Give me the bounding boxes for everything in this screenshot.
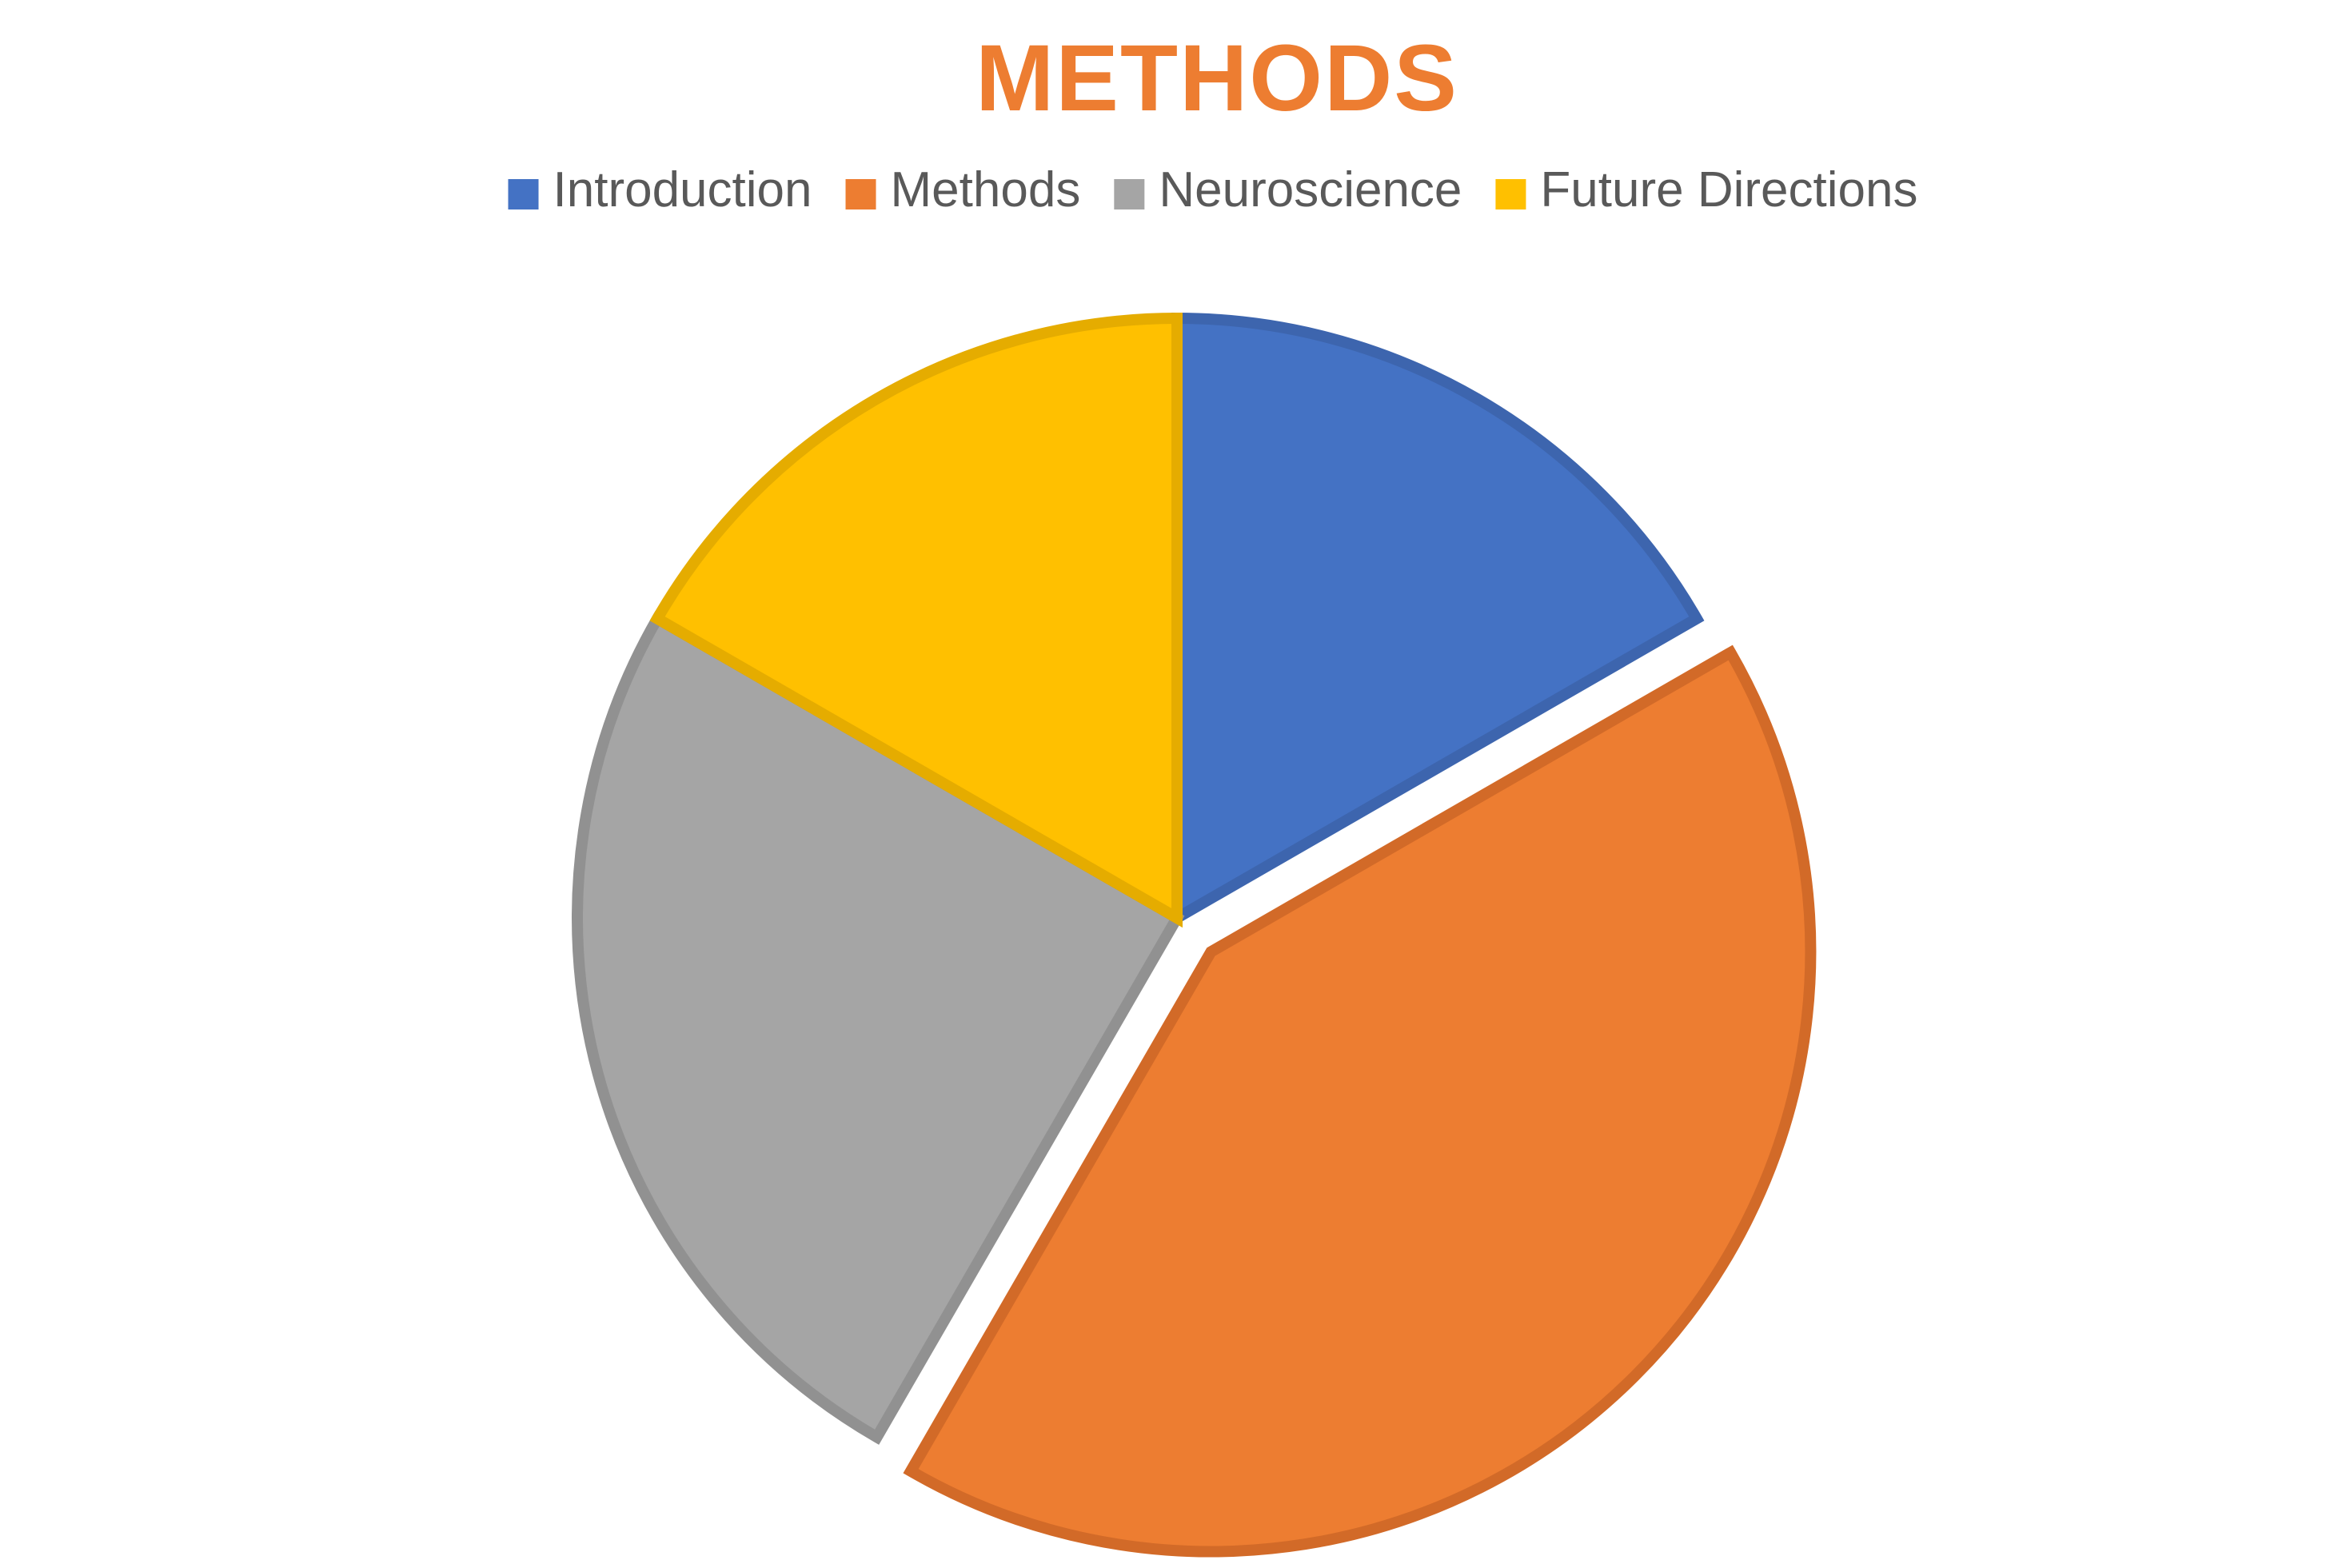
legend-item-introduction: Introduction bbox=[508, 162, 812, 217]
pie-slice-introduction bbox=[1171, 312, 1705, 928]
pie-slice-future-directions bbox=[649, 312, 1183, 928]
legend-item-future-directions: Future Directions bbox=[1495, 162, 1917, 217]
legend-swatch bbox=[508, 179, 539, 209]
legend-label: Neuroscience bbox=[1159, 162, 1462, 217]
legend-item-methods: Methods bbox=[845, 162, 1081, 217]
pie-slice-neuroscience bbox=[572, 611, 1185, 1445]
pie-slice-methods bbox=[903, 644, 1817, 1558]
legend-swatch bbox=[1495, 179, 1526, 209]
pie-slices bbox=[572, 312, 1817, 1558]
legend-label: Future Directions bbox=[1540, 162, 1917, 217]
legend-label: Introduction bbox=[553, 162, 812, 217]
chart-title: METHODS bbox=[976, 26, 1458, 131]
legend-swatch bbox=[845, 179, 876, 209]
legend-item-neuroscience: Neuroscience bbox=[1114, 162, 1462, 217]
legend-swatch bbox=[1114, 179, 1145, 209]
legend-label: Methods bbox=[891, 162, 1081, 217]
legend: Introduction Methods Neuroscience Future Di… bbox=[508, 162, 1917, 217]
